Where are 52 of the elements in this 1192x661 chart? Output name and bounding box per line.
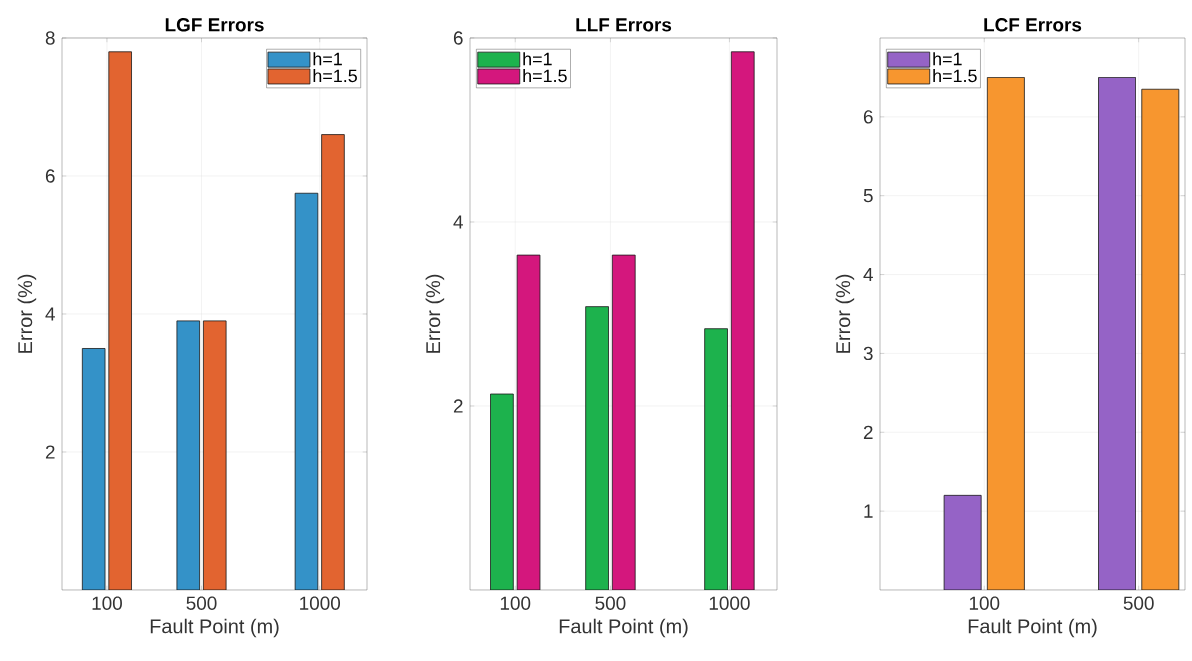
x-axis-title: Fault Point (m) — [559, 618, 688, 638]
y-tick-label: 6 — [45, 169, 55, 183]
legend-label: h=1 — [313, 52, 342, 66]
x-axis-title: Fault Point (m) — [150, 618, 279, 638]
bar — [730, 51, 755, 590]
bar — [585, 306, 609, 590]
y-axis-title: Error (%) — [835, 274, 855, 353]
bar — [611, 254, 636, 590]
y-axis-title: Error (%) — [425, 274, 445, 353]
x-tick-label: 100 — [969, 596, 1000, 610]
bar — [516, 254, 541, 590]
legend-label: h=1.5 — [313, 69, 357, 83]
chart-title: LCF Errors — [984, 18, 1082, 32]
x-tick-label: 500 — [595, 596, 626, 610]
y-tick-label: 2 — [863, 425, 873, 439]
bar — [1098, 77, 1136, 590]
x-tick-label: 100 — [500, 596, 531, 610]
bar — [321, 134, 345, 590]
y-tick-label: 8 — [45, 31, 55, 45]
y-tick-label: 4 — [45, 307, 55, 321]
bar — [203, 320, 227, 590]
y-tick-label: 2 — [453, 399, 463, 413]
y-tick-label: 6 — [453, 31, 463, 45]
bar — [704, 328, 728, 590]
bar — [176, 320, 201, 590]
y-axis-title: Error (%) — [17, 274, 37, 353]
y-tick-label: 2 — [45, 445, 55, 459]
chart-title: LLF Errors — [576, 18, 672, 32]
legend-label: h=1 — [523, 52, 552, 66]
x-tick-label: 1000 — [709, 596, 750, 610]
bar — [490, 393, 514, 590]
bar — [294, 192, 319, 590]
y-tick-label: 1 — [864, 504, 873, 518]
bar — [986, 77, 1025, 590]
y-tick-label: 4 — [453, 215, 463, 229]
bar — [943, 494, 982, 590]
legend-label: h=1.5 — [933, 69, 977, 83]
bar — [1141, 88, 1180, 590]
legend-label: h=1.5 — [523, 69, 567, 83]
chart-title: LGF Errors — [165, 18, 264, 32]
x-tick-label: 1000 — [300, 596, 341, 610]
bar — [108, 51, 132, 590]
y-tick-label: 3 — [863, 346, 873, 361]
y-tick-label: 6 — [863, 110, 873, 124]
x-tick-label: 500 — [1123, 596, 1154, 610]
y-tick-label: 5 — [863, 189, 873, 203]
y-tick-label: 4 — [863, 268, 873, 282]
x-axis-title: Fault Point (m) — [968, 618, 1097, 638]
bar — [81, 348, 106, 590]
legend-label: h=1 — [933, 52, 962, 66]
x-tick-label: 500 — [186, 596, 217, 610]
x-tick-label: 100 — [92, 596, 122, 610]
